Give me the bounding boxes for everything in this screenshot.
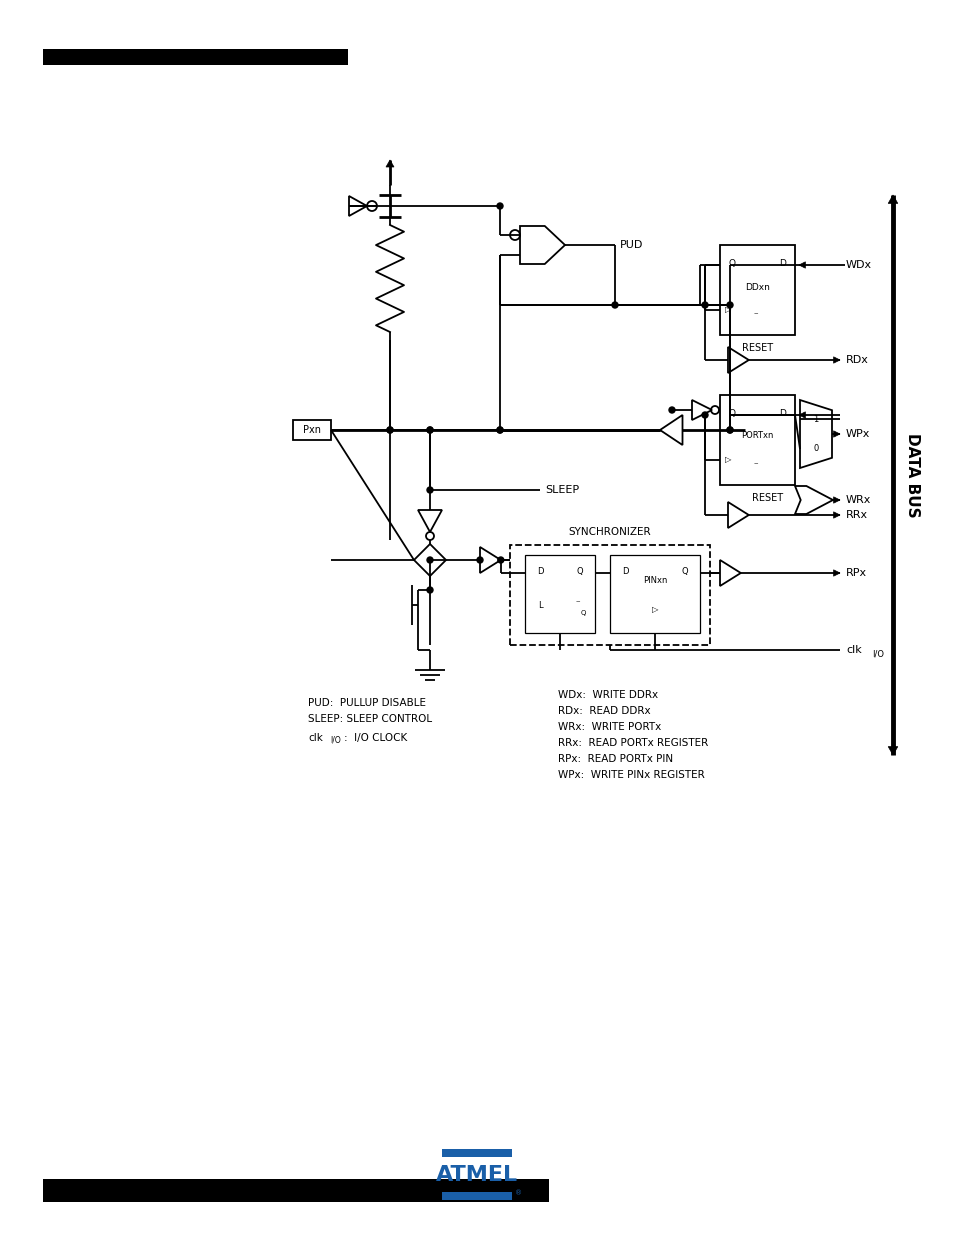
Circle shape (497, 427, 502, 433)
Circle shape (427, 557, 433, 563)
Circle shape (497, 203, 502, 209)
Text: RESET: RESET (751, 493, 782, 503)
Bar (609, 555, 700, 634)
Text: Q: Q (681, 567, 688, 576)
Circle shape (476, 557, 482, 563)
Bar (43, 49, 348, 65)
Text: I/O: I/O (330, 736, 340, 745)
Text: RPx: RPx (845, 568, 866, 578)
Polygon shape (833, 569, 840, 577)
Text: ▷: ▷ (724, 305, 731, 315)
Text: Q: Q (579, 610, 585, 616)
Text: Q: Q (728, 409, 735, 417)
Text: PINxn: PINxn (642, 576, 666, 584)
Text: RDx:  READ DDRx: RDx: READ DDRx (558, 706, 650, 716)
Circle shape (427, 587, 433, 593)
Circle shape (427, 427, 433, 433)
Polygon shape (799, 411, 804, 419)
Text: Q: Q (576, 567, 582, 576)
Text: I/O: I/O (871, 650, 883, 658)
Polygon shape (386, 161, 394, 167)
Circle shape (387, 427, 393, 433)
Text: RRx:  READ PORTx REGISTER: RRx: READ PORTx REGISTER (558, 739, 707, 748)
Polygon shape (799, 262, 804, 268)
Text: SYNCHRONIZER: SYNCHRONIZER (568, 527, 651, 537)
Circle shape (497, 427, 502, 433)
Text: WDx:  WRITE DDRx: WDx: WRITE DDRx (558, 690, 658, 700)
Circle shape (726, 427, 732, 433)
Bar (510, 545, 709, 645)
Text: WRx: WRx (845, 495, 870, 505)
Circle shape (497, 557, 503, 563)
Bar (720, 245, 794, 335)
Text: 1: 1 (813, 415, 818, 424)
Bar (720, 395, 794, 485)
Text: clk: clk (308, 734, 322, 743)
Text: D: D (779, 409, 785, 417)
Circle shape (726, 427, 732, 433)
Text: clk: clk (845, 645, 861, 655)
Text: WDx: WDx (845, 261, 871, 270)
Bar (293, 420, 331, 440)
Text: WPx: WPx (845, 429, 869, 438)
Text: 0: 0 (813, 445, 818, 453)
Text: D: D (779, 258, 785, 268)
Bar (524, 555, 595, 634)
Circle shape (701, 303, 707, 308)
Text: PUD:  PULLUP DISABLE: PUD: PULLUP DISABLE (308, 698, 426, 708)
Text: ▷: ▷ (724, 456, 731, 464)
Text: ATMEL: ATMEL (436, 1165, 517, 1186)
Polygon shape (833, 357, 840, 363)
Polygon shape (833, 511, 840, 519)
Text: PUD: PUD (619, 240, 642, 249)
Polygon shape (833, 496, 840, 503)
Text: RRx: RRx (845, 510, 867, 520)
Text: DATA BUS: DATA BUS (904, 432, 920, 517)
Text: :  I/O CLOCK: : I/O CLOCK (344, 734, 407, 743)
Polygon shape (887, 747, 897, 755)
Circle shape (668, 408, 675, 412)
Circle shape (387, 427, 393, 433)
Text: ▷: ▷ (651, 605, 658, 615)
Polygon shape (887, 195, 897, 204)
Text: RDx: RDx (845, 354, 868, 366)
Text: SLEEP: SLEEP CONTROL: SLEEP: SLEEP CONTROL (308, 714, 432, 724)
Text: RESET: RESET (741, 343, 772, 353)
Text: PORTxn: PORTxn (740, 431, 773, 440)
Text: RPx:  READ PORTx PIN: RPx: READ PORTx PIN (558, 755, 673, 764)
Text: SLEEP: SLEEP (544, 485, 578, 495)
Text: ®: ® (515, 1191, 521, 1195)
Bar (441, 1149, 512, 1157)
Text: L: L (537, 600, 541, 610)
Bar (43, 1179, 548, 1202)
Circle shape (726, 303, 732, 308)
Text: D: D (537, 567, 542, 576)
Polygon shape (833, 431, 840, 437)
Text: WPx:  WRITE PINx REGISTER: WPx: WRITE PINx REGISTER (558, 769, 704, 781)
Circle shape (427, 427, 433, 433)
Text: DDxn: DDxn (744, 283, 769, 291)
Bar (441, 1192, 512, 1200)
Text: Pxn: Pxn (303, 425, 320, 435)
Text: Q: Q (728, 258, 735, 268)
Circle shape (701, 412, 707, 417)
Circle shape (427, 487, 433, 493)
Text: WRx:  WRITE PORTx: WRx: WRITE PORTx (558, 722, 660, 732)
Circle shape (612, 303, 618, 308)
Text: D: D (621, 567, 628, 576)
